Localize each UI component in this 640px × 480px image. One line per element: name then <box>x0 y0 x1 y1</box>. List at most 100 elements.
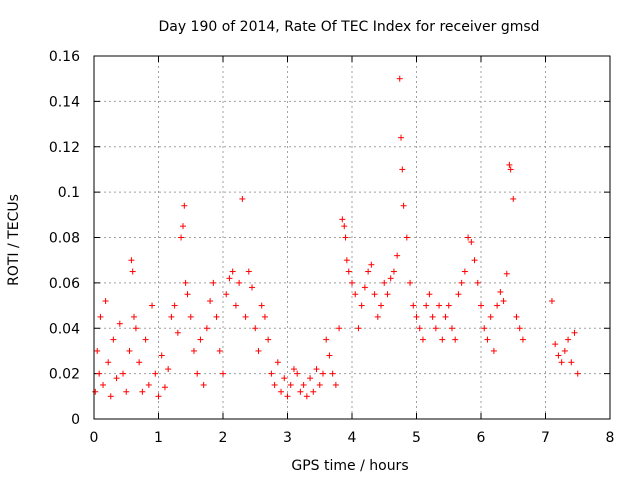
x-tick-label: 1 <box>154 430 163 446</box>
x-tick-label: 6 <box>477 430 486 446</box>
data-point <box>398 134 405 141</box>
data-point <box>180 223 187 230</box>
plot-frame <box>93 55 611 420</box>
data-point <box>571 329 578 336</box>
data-point <box>552 341 559 348</box>
x-tick-label: 7 <box>541 430 550 446</box>
data-point <box>126 347 133 354</box>
data-point <box>310 388 317 395</box>
data-point <box>316 381 323 388</box>
data-point <box>497 288 504 295</box>
data-point <box>396 75 403 82</box>
data-point <box>329 370 336 377</box>
data-point <box>439 336 446 343</box>
data-point <box>100 381 107 388</box>
data-point <box>165 366 172 373</box>
axis-ticks: 0 1 2 3 4 5 6 7 8 0 0.02 0.04 0.06 0.08 0.1 0.12 0.14 0.1… <box>49 49 615 446</box>
data-point <box>113 375 120 382</box>
data-points <box>92 75 581 400</box>
data-point <box>558 359 565 366</box>
x-tick-label: 4 <box>348 430 357 446</box>
data-point <box>419 336 426 343</box>
data-point <box>407 279 414 286</box>
data-point <box>352 291 359 298</box>
data-point <box>96 370 103 377</box>
data-point <box>149 302 156 309</box>
data-point <box>171 302 178 309</box>
data-point <box>281 375 288 382</box>
data-point <box>378 302 385 309</box>
data-point <box>516 325 523 332</box>
data-point <box>268 370 275 377</box>
grid-lines <box>94 56 610 419</box>
data-point <box>500 298 507 305</box>
data-point <box>213 313 220 320</box>
data-point <box>226 275 233 282</box>
data-point <box>458 279 465 286</box>
data-point <box>506 161 513 168</box>
data-point <box>142 336 149 343</box>
x-tick-label: 5 <box>412 430 421 446</box>
data-point <box>342 234 349 241</box>
data-point <box>242 313 249 320</box>
data-point <box>232 302 239 309</box>
data-point <box>429 313 436 320</box>
data-point <box>371 291 378 298</box>
data-point <box>187 313 194 320</box>
data-point <box>216 347 223 354</box>
data-point <box>507 166 514 173</box>
data-point <box>210 279 217 286</box>
data-point <box>297 388 304 395</box>
data-point <box>249 284 256 291</box>
data-point <box>442 313 449 320</box>
data-point <box>174 329 181 336</box>
data-point <box>323 336 330 343</box>
data-point <box>239 195 246 202</box>
data-point <box>426 291 433 298</box>
data-point <box>478 302 484 309</box>
data-point <box>519 336 526 343</box>
x-tick-label: 3 <box>283 430 292 446</box>
data-point <box>336 325 343 332</box>
data-point <box>400 202 407 209</box>
data-point <box>394 252 401 259</box>
data-point <box>345 268 352 275</box>
data-point <box>319 370 326 377</box>
data-point <box>503 270 510 277</box>
data-point <box>387 275 394 282</box>
data-point <box>145 381 152 388</box>
data-point <box>487 313 494 320</box>
data-point <box>343 257 350 264</box>
y-tick-label: 0.04 <box>49 321 80 337</box>
data-point <box>452 336 459 343</box>
data-point <box>161 384 168 391</box>
data-point <box>513 313 520 320</box>
data-point <box>339 216 346 223</box>
data-point <box>555 352 562 359</box>
data-point <box>287 381 294 388</box>
data-point <box>220 370 226 377</box>
data-point <box>207 298 214 305</box>
data-point <box>252 325 259 332</box>
data-point <box>326 352 333 359</box>
data-point <box>182 279 189 286</box>
data-point <box>341 223 348 230</box>
data-point <box>368 261 375 268</box>
x-axis-label: GPS time / hours <box>291 458 408 474</box>
data-point <box>390 268 397 275</box>
data-point <box>94 347 101 354</box>
data-point <box>294 370 301 377</box>
data-point <box>229 268 236 275</box>
data-point <box>265 336 272 343</box>
data-point <box>236 279 243 286</box>
y-tick-label: 0.12 <box>49 140 80 156</box>
data-point <box>102 298 109 305</box>
data-point <box>116 320 123 327</box>
data-point <box>278 388 285 395</box>
data-point <box>307 375 314 382</box>
data-point <box>303 393 310 400</box>
data-point <box>290 366 297 373</box>
data-point <box>194 370 201 377</box>
data-point <box>123 388 130 395</box>
data-point <box>300 381 307 388</box>
